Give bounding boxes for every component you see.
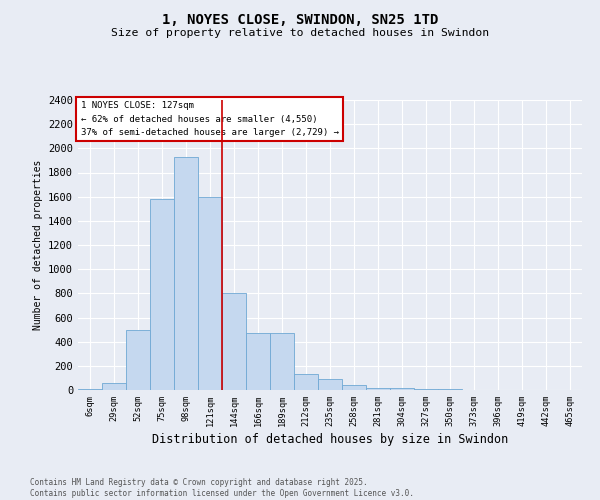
Bar [103,383,125,390]
Text: Contains HM Land Registry data © Crown copyright and database right 2025.
Contai: Contains HM Land Registry data © Crown c… [30,478,414,498]
Bar [127,330,149,390]
Bar [319,379,341,390]
Bar [223,294,245,390]
Bar [175,157,197,390]
Y-axis label: Number of detached properties: Number of detached properties [32,160,43,330]
Bar [247,333,269,390]
Text: 1 NOYES CLOSE: 127sqm
← 62% of detached houses are smaller (4,550)
37% of semi-d: 1 NOYES CLOSE: 127sqm ← 62% of detached … [80,102,338,137]
Text: Size of property relative to detached houses in Swindon: Size of property relative to detached ho… [111,28,489,38]
Bar [415,389,437,390]
X-axis label: Distribution of detached houses by size in Swindon: Distribution of detached houses by size … [152,434,508,446]
Bar [367,388,389,390]
Bar [295,374,317,390]
Bar [151,199,173,390]
Text: 1, NOYES CLOSE, SWINDON, SN25 1TD: 1, NOYES CLOSE, SWINDON, SN25 1TD [162,12,438,26]
Bar [199,196,221,390]
Bar [343,385,365,390]
Bar [391,388,413,390]
Bar [79,389,101,390]
Bar [271,333,293,390]
